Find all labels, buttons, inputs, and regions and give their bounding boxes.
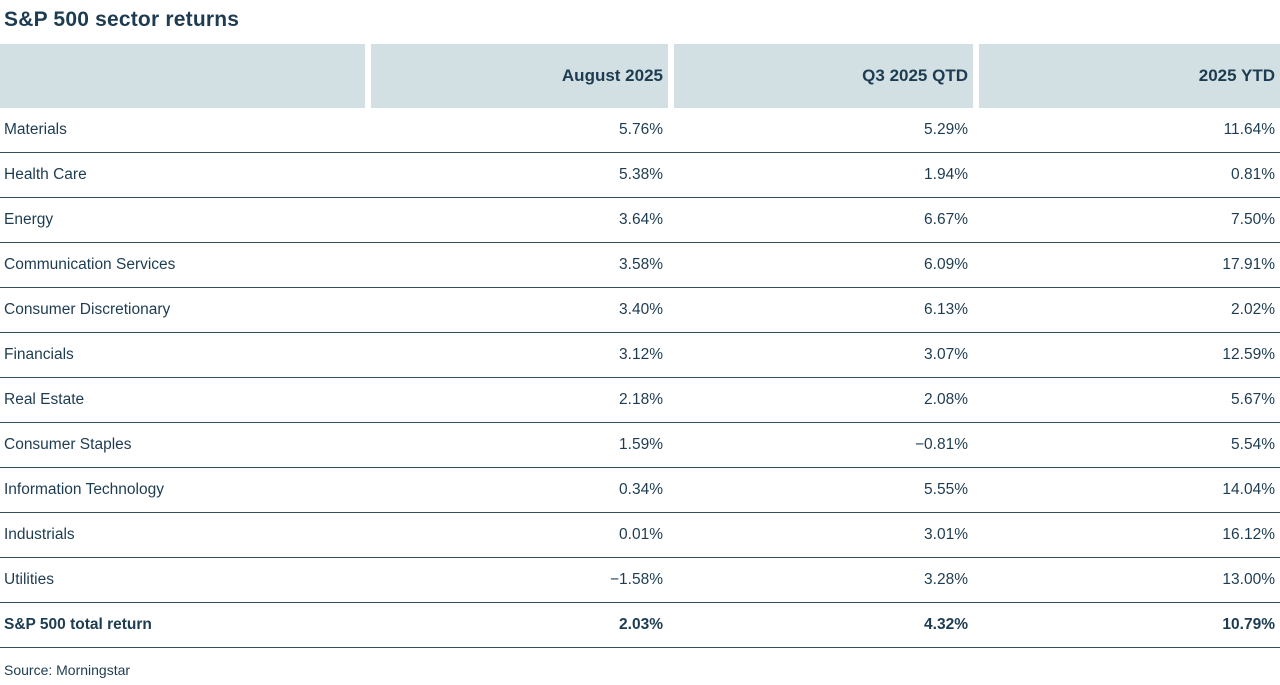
q3-2025-qtd-value: 6.09% bbox=[924, 256, 968, 273]
column-header-q3-2025-qtd: Q3 2025 QTD bbox=[674, 44, 973, 108]
august-2025-value: 0.34% bbox=[619, 481, 663, 498]
table-row-real-estate: Real Estate 2.18% 2.08% 5.67% bbox=[0, 378, 1280, 423]
sector-name: Utilities bbox=[4, 571, 54, 588]
sector-name: Health Care bbox=[4, 166, 87, 183]
sector-name: Information Technology bbox=[4, 481, 164, 498]
2025-ytd-value: 0.81% bbox=[1231, 166, 1275, 183]
august-2025-value: 5.76% bbox=[619, 121, 663, 138]
column-header-sector bbox=[0, 44, 365, 108]
2025-ytd-value: 14.04% bbox=[1222, 481, 1275, 498]
q3-2025-qtd-value: 3.01% bbox=[924, 526, 968, 543]
q3-2025-qtd-value: 5.55% bbox=[924, 481, 968, 498]
sector-name: Consumer Staples bbox=[4, 436, 132, 453]
sector-name: Consumer Discretionary bbox=[4, 301, 171, 318]
table-row-financials: Financials 3.12% 3.07% 12.59% bbox=[0, 333, 1280, 378]
august-2025-value: 3.40% bbox=[619, 301, 663, 318]
2025-ytd-value: 10.79% bbox=[1222, 616, 1275, 633]
table-row-consumer-discretionary: Consumer Discretionary 3.40% 6.13% 2.02% bbox=[0, 288, 1280, 333]
column-header-2025-ytd: 2025 YTD bbox=[979, 44, 1280, 108]
table-row-consumer-staples: Consumer Staples 1.59% −0.81% 5.54% bbox=[0, 423, 1280, 468]
august-2025-value: 2.18% bbox=[619, 391, 663, 408]
august-2025-value: 2.03% bbox=[619, 616, 663, 633]
q3-2025-qtd-value: 2.08% bbox=[924, 391, 968, 408]
2025-ytd-value: 16.12% bbox=[1222, 526, 1275, 543]
august-2025-value: 5.38% bbox=[619, 166, 663, 183]
sector-returns-table: August 2025 Q3 2025 QTD 2025 YTD Materia… bbox=[0, 44, 1280, 648]
table-row-energy: Energy 3.64% 6.67% 7.50% bbox=[0, 198, 1280, 243]
2025-ytd-value: 2.02% bbox=[1231, 301, 1275, 318]
august-2025-value: 3.64% bbox=[619, 211, 663, 228]
sector-name: Energy bbox=[4, 211, 54, 228]
sector-name: Materials bbox=[4, 121, 67, 138]
august-2025-value: 3.12% bbox=[619, 346, 663, 363]
q3-2025-qtd-value: 5.29% bbox=[924, 121, 968, 138]
august-2025-value: −1.58% bbox=[609, 571, 663, 588]
table-row-industrials: Industrials 0.01% 3.01% 16.12% bbox=[0, 513, 1280, 558]
2025-ytd-value: 5.67% bbox=[1231, 391, 1275, 408]
table-row-materials: Materials 5.76% 5.29% 11.64% bbox=[0, 108, 1280, 153]
2025-ytd-value: 13.00% bbox=[1222, 571, 1275, 588]
source-note: Source: Morningstar bbox=[4, 662, 131, 678]
column-header-august-2025: August 2025 bbox=[371, 44, 668, 108]
sector-name: Real Estate bbox=[4, 391, 85, 408]
sector-name: Financials bbox=[4, 346, 74, 363]
2025-ytd-value: 11.64% bbox=[1223, 121, 1275, 138]
sector-name: Industrials bbox=[4, 526, 75, 543]
2025-ytd-value: 17.91% bbox=[1222, 256, 1275, 273]
table-row-utilities: Utilities −1.58% 3.28% 13.00% bbox=[0, 558, 1280, 603]
q3-2025-qtd-value: 3.28% bbox=[924, 571, 968, 588]
august-2025-value: 0.01% bbox=[619, 526, 663, 543]
q3-2025-qtd-value: 6.13% bbox=[924, 301, 968, 318]
2025-ytd-value: 7.50% bbox=[1231, 211, 1275, 228]
table-header-row: August 2025 Q3 2025 QTD 2025 YTD bbox=[0, 44, 1280, 108]
q3-2025-qtd-value: 1.94% bbox=[924, 166, 968, 183]
q3-2025-qtd-value: 3.07% bbox=[924, 346, 968, 363]
sector-name: S&P 500 total return bbox=[4, 616, 152, 633]
page-title: S&P 500 sector returns bbox=[4, 8, 240, 31]
august-2025-value: 1.59% bbox=[619, 436, 663, 453]
2025-ytd-value: 12.59% bbox=[1222, 346, 1275, 363]
q3-2025-qtd-value: 4.32% bbox=[924, 616, 968, 633]
q3-2025-qtd-value: 6.67% bbox=[924, 211, 968, 228]
table-row-sp500-total-return: S&P 500 total return 2.03% 4.32% 10.79% bbox=[0, 603, 1280, 648]
august-2025-value: 3.58% bbox=[619, 256, 663, 273]
table-row-communication-services: Communication Services 3.58% 6.09% 17.91… bbox=[0, 243, 1280, 288]
table-row-health-care: Health Care 5.38% 1.94% 0.81% bbox=[0, 153, 1280, 198]
sector-name: Communication Services bbox=[4, 256, 176, 273]
2025-ytd-value: 5.54% bbox=[1231, 436, 1275, 453]
table-row-information-technology: Information Technology 0.34% 5.55% 14.04… bbox=[0, 468, 1280, 513]
q3-2025-qtd-value: −0.81% bbox=[914, 436, 968, 453]
